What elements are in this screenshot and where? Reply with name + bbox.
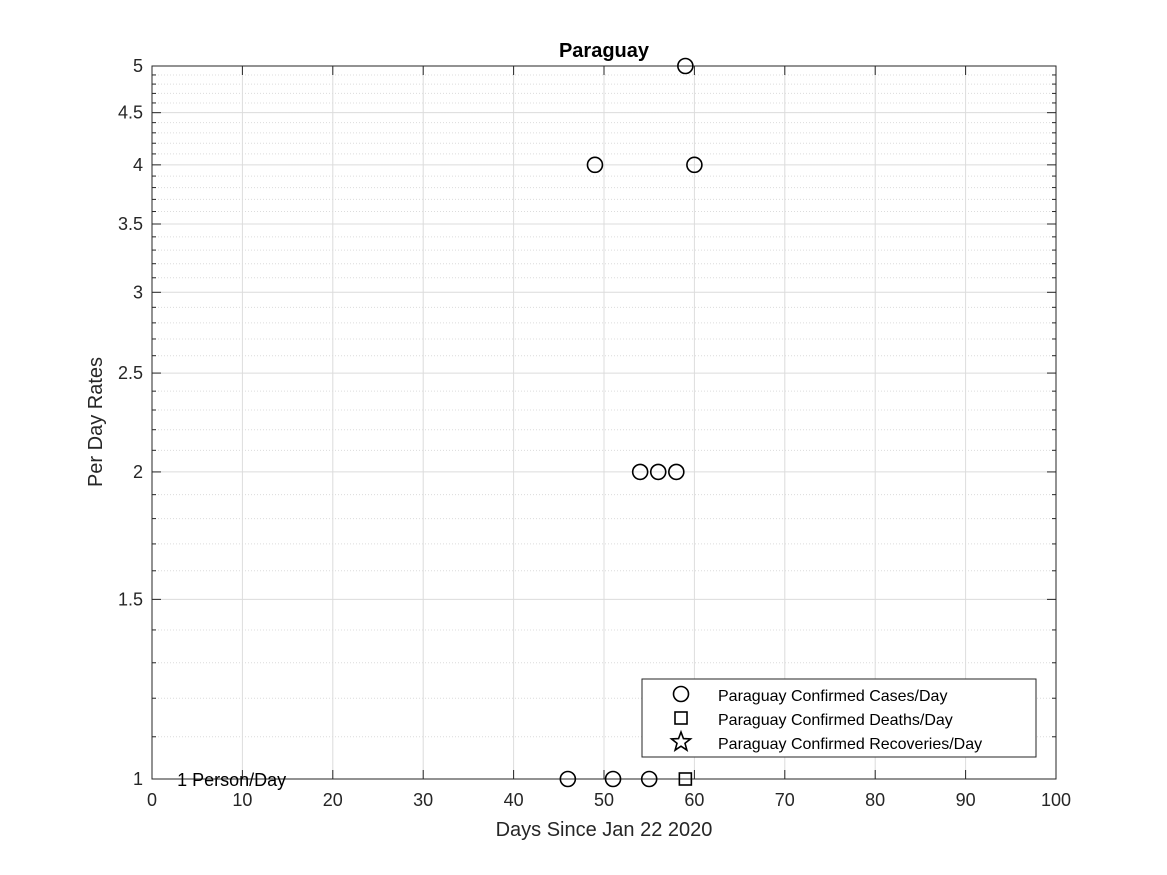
- data-point-cases: [586, 156, 604, 174]
- chart-title: Paraguay: [559, 40, 650, 62]
- x-tick-label: 60: [684, 790, 704, 810]
- x-tick-labels: 0 10 20 30 40 50 60 70 80 90 100: [147, 790, 1071, 810]
- y-axis-label: Per Day Rates: [85, 357, 107, 487]
- y-tick-label: 1: [133, 769, 143, 789]
- x-tick-label: 30: [413, 790, 433, 810]
- legend-symbols: [669, 685, 693, 752]
- legend-label-cases: Paraguay Confirmed Cases/Day: [718, 688, 947, 705]
- x-tick-label: 0: [147, 790, 157, 810]
- data-point-cases: [668, 463, 685, 481]
- y-tick-label: 4.5: [118, 103, 143, 123]
- x-tick-label: 50: [594, 790, 614, 810]
- data-point-cases: [604, 770, 622, 788]
- data-point-cases: [559, 770, 577, 788]
- annotation-one-person-per-day: 1 Person/Day: [177, 770, 286, 790]
- data-point-cases: [686, 156, 703, 174]
- y-tick-label: 5: [133, 56, 143, 76]
- legend-symbol-recoveries: [669, 729, 693, 752]
- legend-label-recoveries: Paraguay Confirmed Recoveries/Day: [718, 736, 982, 753]
- legend-box: [641, 678, 1037, 758]
- y-tick-label: 4: [133, 155, 143, 175]
- y-tick-label: 3.5: [118, 214, 143, 234]
- data-point-cases: [649, 463, 667, 481]
- x-axis-label: Days Since Jan 22 2020: [496, 819, 713, 841]
- y-tick-labels: 1 1.5 2 2.5 3 3.5 4 4.5 5: [118, 56, 143, 789]
- data-markers: [559, 57, 703, 788]
- y-tick-label: 2.5: [118, 363, 143, 383]
- grid: [151, 65, 1057, 780]
- x-tick-label: 80: [865, 790, 885, 810]
- data-point-cases: [677, 57, 694, 75]
- x-tick-label: 20: [323, 790, 343, 810]
- legend-symbol-deaths: [674, 711, 688, 725]
- x-tick-label: 90: [956, 790, 976, 810]
- legend-label-deaths: Paraguay Confirmed Deaths/Day: [718, 712, 953, 729]
- y-tick-label: 2: [133, 462, 143, 482]
- x-tick-label: 100: [1041, 790, 1071, 810]
- x-tick-label: 40: [504, 790, 524, 810]
- data-point-deaths: [678, 772, 693, 786]
- data-point-cases: [631, 463, 649, 481]
- legend: Paraguay Confirmed Cases/Day Paraguay Co…: [641, 678, 1037, 758]
- y-tick-label: 3: [133, 282, 143, 302]
- x-tick-label: 10: [232, 790, 252, 810]
- data-point-cases: [640, 770, 658, 788]
- x-tick-label: 70: [775, 790, 795, 810]
- ticks: [151, 65, 1057, 780]
- y-tick-label: 1.5: [118, 589, 143, 609]
- legend-symbol-cases: [672, 685, 690, 703]
